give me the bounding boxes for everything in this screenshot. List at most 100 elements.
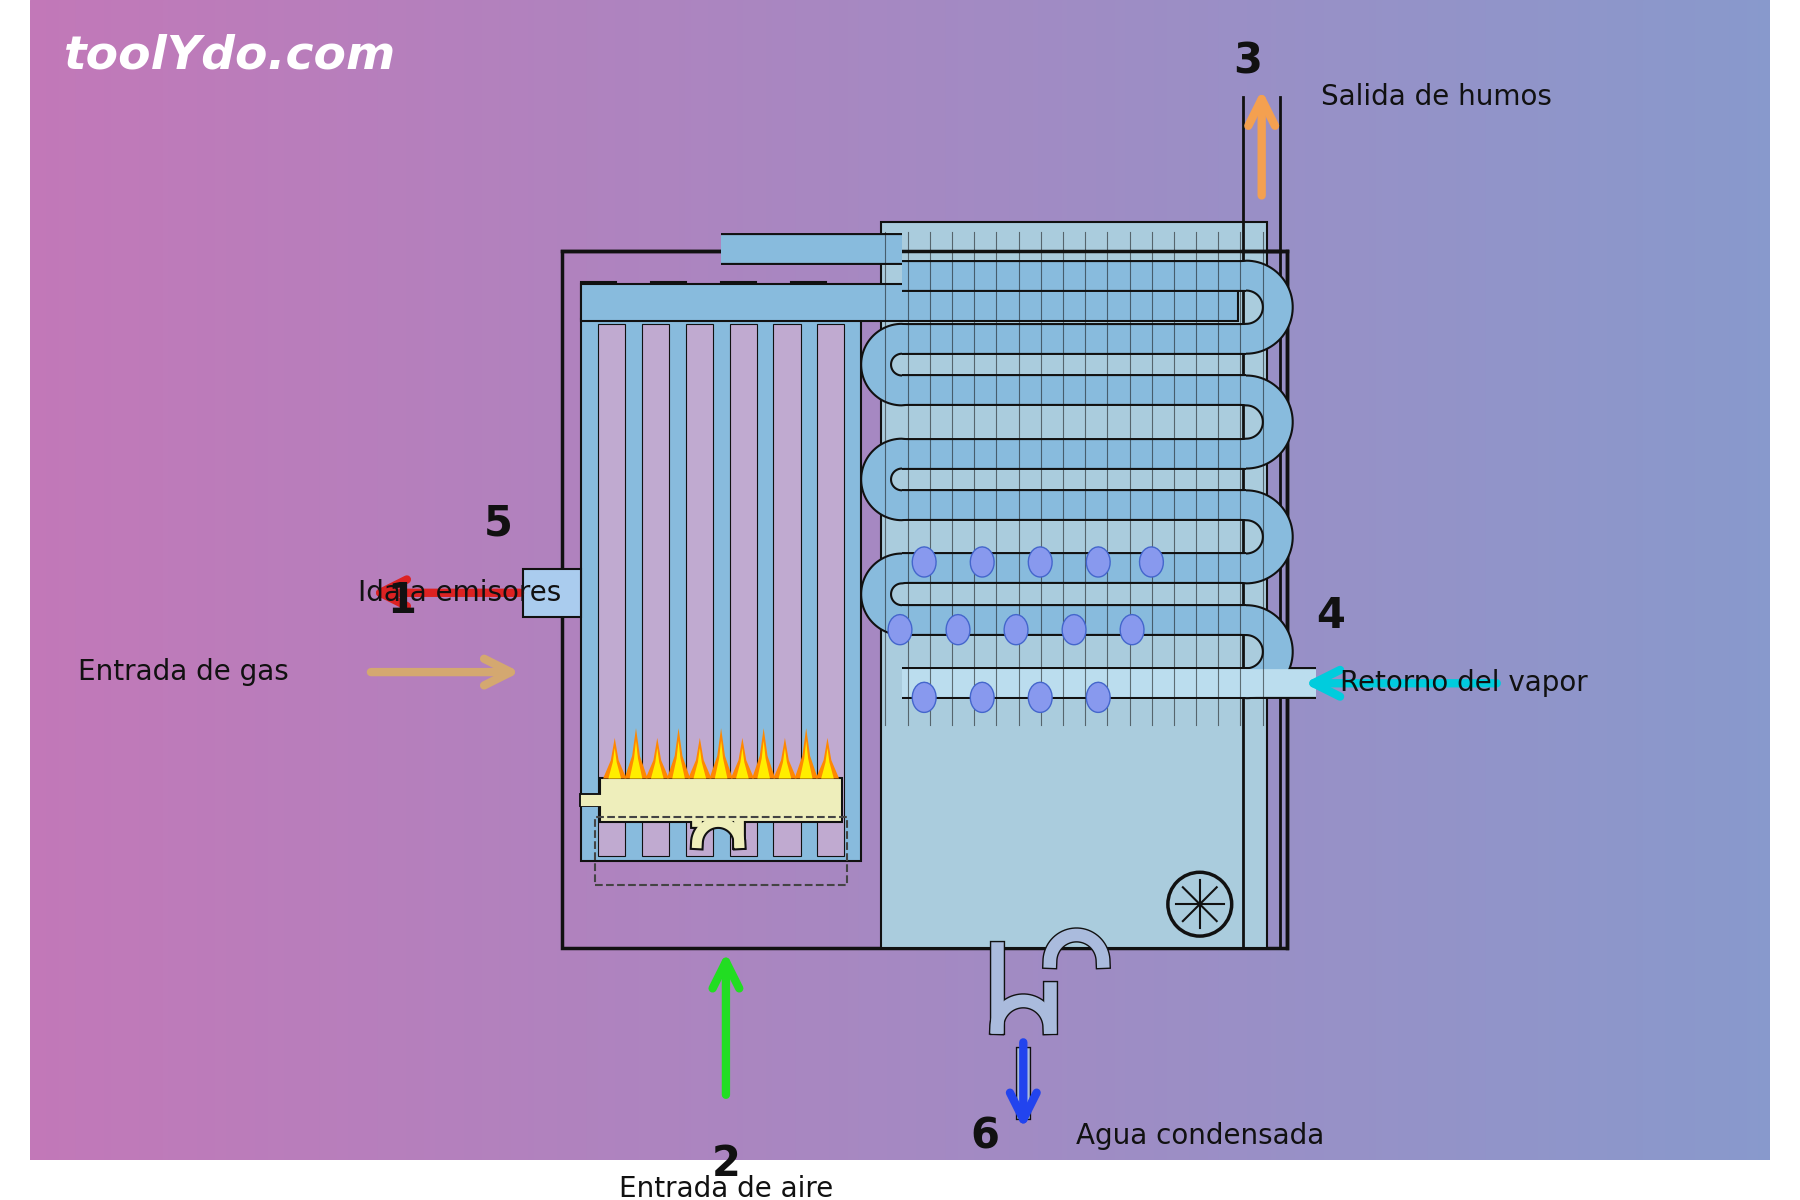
Polygon shape xyxy=(646,738,670,779)
Bar xyxy=(644,0,652,1160)
Bar xyxy=(198,0,205,1160)
Bar xyxy=(848,0,855,1160)
Bar xyxy=(1555,0,1564,1160)
Bar xyxy=(506,0,513,1160)
Bar xyxy=(981,0,988,1160)
Bar xyxy=(761,0,769,1160)
Bar xyxy=(1643,0,1651,1160)
Polygon shape xyxy=(709,728,733,779)
Bar xyxy=(1706,0,1714,1160)
Polygon shape xyxy=(774,738,797,779)
Bar xyxy=(1550,0,1557,1160)
Bar xyxy=(691,0,698,1160)
Bar xyxy=(1498,0,1505,1160)
Polygon shape xyxy=(779,748,792,779)
Bar xyxy=(209,0,218,1160)
Text: Salida de humos: Salida de humos xyxy=(1321,83,1552,110)
Bar xyxy=(1022,0,1030,1160)
Polygon shape xyxy=(1139,547,1163,577)
Bar xyxy=(1719,0,1726,1160)
Bar xyxy=(673,0,682,1160)
Bar xyxy=(1046,0,1053,1160)
Bar xyxy=(680,0,688,1160)
Polygon shape xyxy=(652,748,664,779)
Text: 4: 4 xyxy=(1316,595,1345,637)
Bar xyxy=(1759,0,1766,1160)
Polygon shape xyxy=(608,748,621,779)
Bar xyxy=(396,0,403,1160)
Bar xyxy=(733,0,740,1160)
Bar xyxy=(1271,0,1280,1160)
Bar xyxy=(99,0,106,1160)
Bar xyxy=(785,0,792,1160)
Bar xyxy=(1544,0,1552,1160)
Bar xyxy=(355,0,362,1160)
Text: Entrada de aire: Entrada de aire xyxy=(619,1175,833,1200)
Bar xyxy=(529,0,536,1160)
Polygon shape xyxy=(625,728,648,779)
Polygon shape xyxy=(913,547,936,577)
Bar xyxy=(895,0,902,1160)
Bar xyxy=(29,0,38,1160)
Bar xyxy=(151,0,158,1160)
Text: Entrada de gas: Entrada de gas xyxy=(77,658,288,686)
Bar xyxy=(70,0,77,1160)
Bar xyxy=(754,0,763,1160)
Bar xyxy=(1190,0,1197,1160)
Bar xyxy=(1474,0,1481,1160)
Bar xyxy=(889,0,896,1160)
Bar xyxy=(652,282,686,319)
Bar xyxy=(1103,0,1111,1160)
Bar xyxy=(1597,0,1604,1160)
Bar xyxy=(94,0,101,1160)
Polygon shape xyxy=(603,738,626,779)
Bar xyxy=(729,324,756,856)
Bar xyxy=(337,0,346,1160)
Bar xyxy=(1688,0,1697,1160)
Bar xyxy=(871,0,878,1160)
Bar xyxy=(279,0,286,1160)
Bar xyxy=(1260,0,1267,1160)
Bar xyxy=(1318,0,1325,1160)
Text: 2: 2 xyxy=(711,1144,740,1186)
Bar xyxy=(999,0,1006,1160)
Bar xyxy=(1010,0,1019,1160)
Bar xyxy=(662,0,670,1160)
Bar xyxy=(122,0,130,1160)
Bar xyxy=(373,0,380,1160)
Bar xyxy=(1636,0,1645,1160)
Bar xyxy=(326,0,333,1160)
Bar xyxy=(1748,0,1755,1160)
Text: Agua condensada: Agua condensada xyxy=(1076,1122,1325,1151)
Bar xyxy=(1393,0,1400,1160)
Bar xyxy=(425,0,432,1160)
Bar xyxy=(274,0,281,1160)
Bar xyxy=(639,0,646,1160)
Bar xyxy=(605,0,612,1160)
Polygon shape xyxy=(1028,683,1053,713)
Bar xyxy=(1672,0,1679,1160)
Polygon shape xyxy=(671,740,684,779)
Bar xyxy=(1237,0,1244,1160)
Bar xyxy=(1427,0,1436,1160)
Bar xyxy=(511,0,518,1160)
Bar xyxy=(626,0,635,1160)
Bar xyxy=(464,0,473,1160)
Bar xyxy=(859,0,868,1160)
Bar xyxy=(941,0,949,1160)
Bar xyxy=(1620,0,1627,1160)
Bar xyxy=(227,0,234,1160)
Bar xyxy=(1375,0,1384,1160)
Bar xyxy=(65,0,72,1160)
Polygon shape xyxy=(970,547,994,577)
Bar xyxy=(193,0,200,1160)
Bar xyxy=(383,0,391,1160)
Bar xyxy=(128,0,137,1160)
Text: toolYdo.com: toolYdo.com xyxy=(63,34,396,79)
Bar xyxy=(47,0,54,1160)
Polygon shape xyxy=(947,614,970,644)
Bar xyxy=(581,0,589,1160)
Bar xyxy=(117,0,124,1160)
Bar xyxy=(1300,0,1309,1160)
Bar xyxy=(1161,0,1168,1160)
